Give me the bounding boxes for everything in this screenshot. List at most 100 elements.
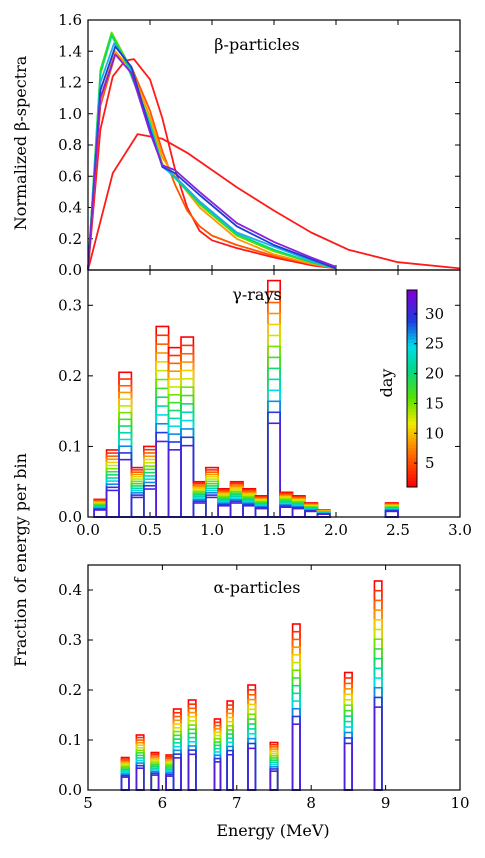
- energy-bin-bar: [226, 741, 234, 791]
- energy-bin-bar: [384, 510, 399, 518]
- y-tick-label: 0.1: [58, 437, 82, 455]
- alpha-panel-title: α-particles: [214, 578, 301, 597]
- gamma-panel-title: γ-rays: [232, 285, 281, 304]
- energy-bin-bar: [180, 386, 195, 518]
- x-tick-label: 7: [232, 794, 242, 812]
- energy-bin-bar: [172, 757, 182, 791]
- colorbar-tick-label: 30: [425, 305, 444, 323]
- colorbar-segment: [407, 477, 417, 481]
- energy-bin-bar: [291, 707, 301, 791]
- beta-y-axis-label: Normalized β-spectra: [11, 55, 30, 230]
- energy-bin-bar: [373, 580, 383, 791]
- y-tick-label: 1.0: [58, 105, 82, 123]
- energy-bin-bar: [213, 737, 222, 791]
- beta-spectrum-line: [87, 31, 337, 271]
- y-tick-label: 0.0: [58, 261, 82, 279]
- energy-bin-bar: [187, 711, 197, 791]
- x-tick-label: 3.0: [448, 521, 472, 539]
- energy-bin-bar: [172, 753, 182, 791]
- x-tick-label: 10: [450, 794, 469, 812]
- colorbar-segment: [407, 306, 417, 311]
- energy-bin-bar: [180, 411, 195, 518]
- energy-bin-bar: [269, 770, 279, 791]
- energy-bin-bar: [105, 464, 120, 518]
- energy-bin-bar: [266, 356, 281, 518]
- energy-bin-bar: [118, 411, 133, 518]
- colorbar-segment: [407, 480, 417, 485]
- energy-bin-bar: [118, 405, 133, 518]
- energy-bin-bar: [118, 391, 133, 518]
- energy-bin-bar: [247, 747, 257, 791]
- y-tick-label: 1.4: [58, 42, 82, 60]
- energy-bin-bar: [155, 369, 170, 518]
- colorbar-segment: [407, 450, 417, 455]
- energy-bin-bar: [291, 646, 301, 791]
- energy-bin-bar: [266, 378, 281, 518]
- colorbar-segment: [407, 342, 417, 347]
- energy-bin-bar: [187, 749, 197, 791]
- energy-bin-bar: [187, 699, 197, 791]
- colorbar-segment: [407, 332, 417, 337]
- beta-spectrum-line: [87, 42, 337, 271]
- energy-bin-bar: [143, 478, 158, 518]
- colorbar-label: day: [377, 369, 396, 398]
- energy-bin-bar: [167, 370, 182, 518]
- energy-bin-bar: [105, 483, 120, 518]
- x-tick-label: 2.0: [324, 521, 348, 539]
- energy-bin-bar: [165, 775, 175, 791]
- energy-bin-bar: [343, 709, 353, 791]
- energy-bin-bar: [105, 489, 120, 518]
- energy-bin-bar: [213, 751, 222, 791]
- energy-bin-bar: [291, 661, 301, 791]
- energy-bin-bar: [266, 290, 281, 518]
- energy-bin-bar: [373, 619, 383, 791]
- energy-bin-bar: [304, 510, 319, 518]
- colorbar-segment: [407, 312, 417, 317]
- energy-bin-bar: [247, 713, 257, 791]
- energy-bin-bar: [226, 749, 234, 791]
- energy-bin-bar: [291, 654, 301, 791]
- x-tick-label: 1.0: [200, 521, 224, 539]
- energy-bin-bar: [155, 325, 170, 518]
- energy-bin-bar: [167, 449, 182, 518]
- energy-bin-bar: [266, 389, 281, 518]
- energy-bin-bar: [118, 371, 133, 518]
- y-tick-label: 0.0: [58, 781, 82, 799]
- energy-bin-bar: [167, 425, 182, 518]
- energy-bin-bar: [213, 734, 222, 791]
- y-tick-label: 1.2: [58, 74, 82, 92]
- colorbar-segment: [407, 431, 417, 435]
- energy-bin-bar: [266, 422, 281, 518]
- energy-bin-bar: [226, 745, 234, 791]
- colorbar-segment: [407, 467, 417, 472]
- colorbar-segment: [407, 437, 417, 442]
- energy-bin-bar: [247, 742, 257, 791]
- energy-bin-bar: [105, 480, 120, 518]
- energy-bin-bar: [269, 765, 279, 791]
- energy-bin-bar: [266, 400, 281, 518]
- colorbar-segment: [407, 375, 417, 380]
- energy-bin-bar: [291, 507, 306, 518]
- energy-bin-bar: [118, 431, 133, 518]
- energy-bin-bar: [187, 724, 197, 791]
- energy-bin-bar: [291, 669, 301, 791]
- energy-bin-bar: [93, 509, 108, 518]
- energy-bin-bar: [373, 609, 383, 791]
- energy-bin-bar: [343, 737, 353, 791]
- y-tick-label: 0.4: [58, 199, 82, 217]
- colorbar-segment: [407, 345, 417, 350]
- energy-bin-bar: [291, 692, 301, 791]
- colorbar-segment: [407, 365, 417, 370]
- energy-bin-bar: [373, 706, 383, 791]
- energy-bin-bar: [180, 336, 195, 518]
- colorbar-segment: [407, 470, 417, 475]
- colorbar-segment: [407, 404, 417, 409]
- energy-bin-bar: [266, 334, 281, 518]
- energy-bin-bar: [167, 441, 182, 518]
- energy-bin-bar: [266, 323, 281, 518]
- beta-spectrum-line: [87, 133, 461, 271]
- colorbar-segment: [407, 381, 417, 386]
- energy-bin-bar: [213, 754, 222, 791]
- energy-bin-bar: [180, 444, 195, 518]
- y-tick-label: 1.6: [58, 11, 82, 29]
